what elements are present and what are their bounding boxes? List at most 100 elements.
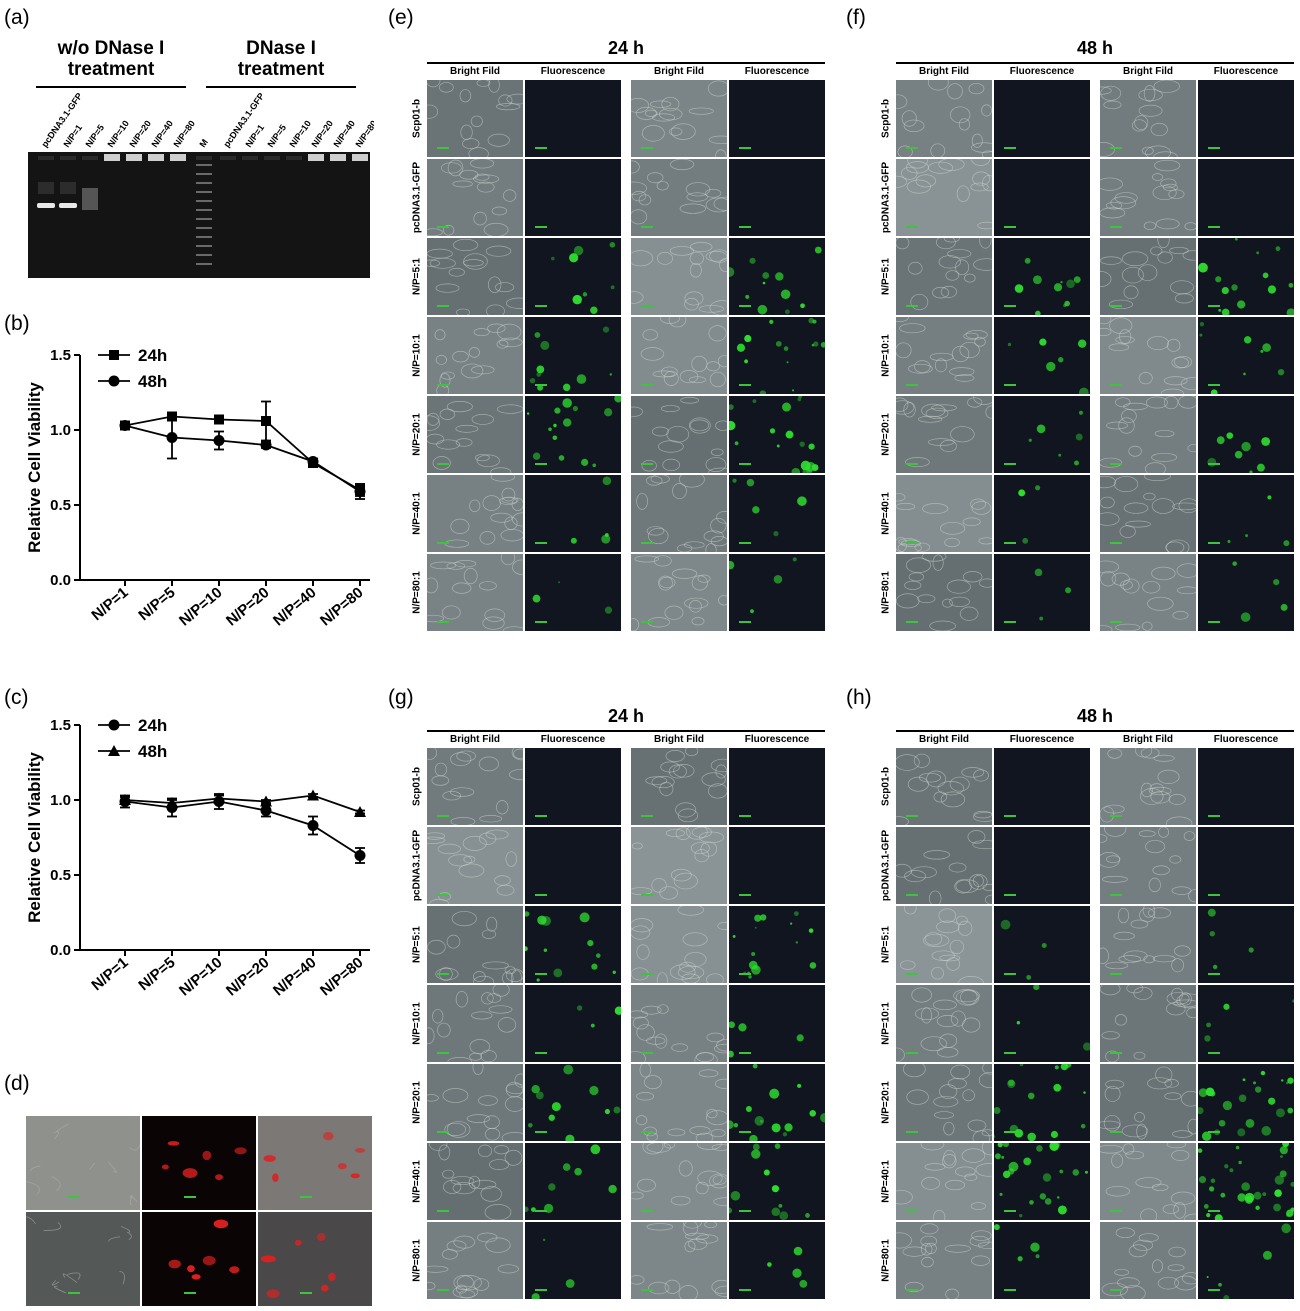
cell-outline [961, 1148, 986, 1163]
cell-outline [635, 1115, 648, 1126]
cell-outline [1140, 782, 1153, 798]
gfp-cell [751, 951, 756, 956]
fluorescence-image [1198, 1222, 1294, 1299]
gfp-cell [1222, 1100, 1233, 1111]
gfp-cell [1235, 238, 1238, 241]
cell-outline [944, 1244, 971, 1253]
gfp-cell [782, 402, 792, 412]
column-header-bright-field: Bright Fild [919, 66, 969, 77]
gfp-cell [1084, 1170, 1088, 1174]
cell-outline [1152, 173, 1164, 181]
cell-outline [971, 159, 991, 166]
cell-outline [1151, 452, 1178, 462]
cell-outline [971, 133, 983, 148]
cell-outline [1138, 830, 1156, 838]
row-label: N/P=80:1 [411, 570, 423, 614]
column-header-bright-field: Bright Fild [1123, 66, 1173, 77]
gfp-cell [762, 272, 770, 279]
gfp-cell [1033, 985, 1040, 991]
cell-outline [456, 750, 476, 762]
scale-bar [641, 815, 653, 817]
cell-outline [681, 973, 700, 983]
legend-label: 24h [138, 716, 167, 735]
cell-outline [1182, 250, 1196, 261]
cell-outline [427, 104, 439, 119]
scale-bar [535, 1052, 547, 1054]
cell-outline [56, 1123, 69, 1133]
gfp-cell [799, 441, 805, 447]
cell-outline [651, 775, 675, 789]
y-axis-label: Relative Cell Viability [25, 752, 44, 923]
gfp-cell [1253, 1191, 1262, 1200]
cell-outline [651, 878, 667, 893]
cell-outline [1147, 336, 1169, 351]
cell-outline [716, 511, 727, 524]
cell-outline [479, 815, 503, 823]
cell-outline [962, 1089, 975, 1102]
cell-outline [480, 1050, 497, 1062]
gfp-cell [791, 467, 801, 473]
cell-outline [936, 1015, 959, 1028]
gfp-cell [820, 1112, 825, 1123]
cell-outline [1157, 251, 1173, 264]
cell-outline [947, 1077, 967, 1089]
cell-outline [1157, 238, 1170, 248]
cell-outline [696, 1234, 719, 1244]
cell-outline [967, 830, 986, 844]
gfp-cell [1016, 1021, 1021, 1025]
scale-bar [535, 621, 547, 623]
cell-outline [660, 405, 680, 413]
cell-outline [981, 104, 992, 117]
cell-outline [682, 932, 708, 947]
cell-outline [1130, 919, 1149, 929]
cell-outline [973, 258, 992, 271]
cell-outline [924, 1163, 946, 1171]
cell-outline [631, 925, 651, 940]
fluorescence-image [1198, 80, 1294, 157]
cell-outline [917, 415, 943, 423]
fluorescence-image [1198, 554, 1294, 631]
cell-outline [1108, 299, 1134, 310]
gfp-cell [759, 1119, 763, 1123]
gfp-cell [1018, 489, 1026, 497]
scale-bar [1004, 463, 1016, 465]
cell-outline [1115, 623, 1141, 631]
gfp-cell [1261, 1126, 1272, 1136]
gfp-cell [574, 1167, 582, 1176]
gfp-cell [1060, 1064, 1069, 1071]
cell-outline [1181, 1272, 1196, 1285]
scale-bar [535, 1210, 547, 1212]
gfp-cell [771, 1207, 781, 1217]
gfp-cell [591, 963, 598, 970]
gfp-cell [813, 341, 819, 347]
scale-bar [1110, 1052, 1122, 1054]
cell-outline [896, 342, 912, 359]
cell-outline [637, 1178, 656, 1192]
cell-outline [664, 1279, 681, 1294]
cell-outline [26, 1216, 36, 1224]
bright-field-image [427, 159, 523, 236]
scale-bar [437, 1210, 449, 1212]
cell-outline [719, 258, 727, 272]
cell-outline [1101, 1282, 1128, 1297]
cell-outline [119, 1270, 125, 1285]
cell-outline [717, 921, 727, 931]
bright-field-image [1100, 238, 1196, 315]
bright-field-image [427, 396, 523, 473]
scale-bar [1004, 894, 1016, 896]
gfp-cell [800, 303, 805, 309]
gfp-cell [1077, 339, 1087, 348]
fluorescence-image [525, 554, 621, 631]
cell-outline [511, 748, 523, 761]
gfp-cell [1279, 1146, 1288, 1155]
cell-outline [459, 89, 472, 103]
cell-outline [482, 616, 505, 630]
cell-outline [717, 355, 727, 368]
cell-outline [1100, 852, 1120, 868]
gfp-cell [790, 922, 793, 925]
cell-outline [631, 98, 650, 113]
gfp-cell [1001, 1155, 1005, 1159]
bright-field-image [631, 906, 727, 983]
gfp-cell [1288, 282, 1294, 288]
gfp-cell [754, 1116, 765, 1126]
